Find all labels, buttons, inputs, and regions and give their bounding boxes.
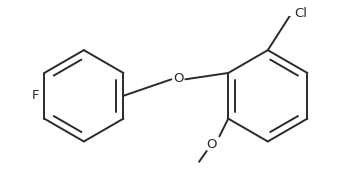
Text: O: O	[207, 137, 217, 151]
Text: F: F	[32, 89, 39, 102]
Text: Cl: Cl	[294, 7, 308, 20]
Text: O: O	[173, 72, 184, 84]
